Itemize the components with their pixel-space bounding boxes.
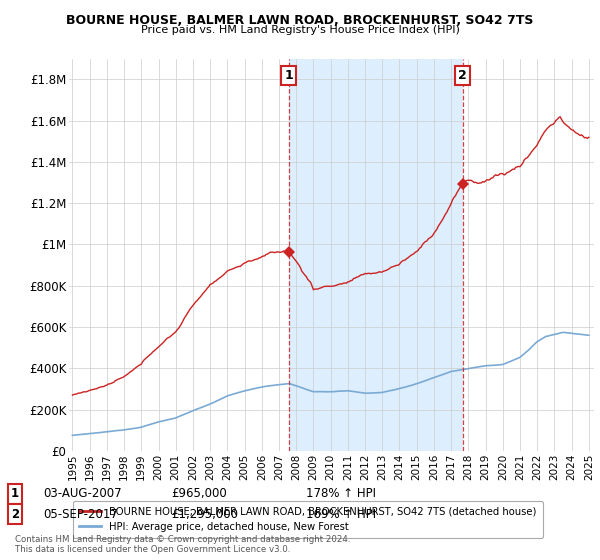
Text: BOURNE HOUSE, BALMER LAWN ROAD, BROCKENHURST, SO42 7TS: BOURNE HOUSE, BALMER LAWN ROAD, BROCKENH… <box>67 14 533 27</box>
Text: Contains HM Land Registry data © Crown copyright and database right 2024.
This d: Contains HM Land Registry data © Crown c… <box>15 535 350 554</box>
Text: 2: 2 <box>458 69 467 82</box>
Text: 03-AUG-2007: 03-AUG-2007 <box>43 487 122 501</box>
Bar <box>289 59 463 451</box>
Text: Price paid vs. HM Land Registry's House Price Index (HPI): Price paid vs. HM Land Registry's House … <box>140 25 460 35</box>
Text: 169% ↑ HPI: 169% ↑ HPI <box>306 507 376 521</box>
Text: 178% ↑ HPI: 178% ↑ HPI <box>306 487 376 501</box>
Text: 1: 1 <box>284 69 293 82</box>
Text: 1: 1 <box>11 487 19 501</box>
Legend: BOURNE HOUSE, BALMER LAWN ROAD, BROCKENHURST, SO42 7TS (detached house), HPI: Av: BOURNE HOUSE, BALMER LAWN ROAD, BROCKENH… <box>73 501 543 538</box>
Text: £1,295,000: £1,295,000 <box>171 507 238 521</box>
Text: £965,000: £965,000 <box>171 487 227 501</box>
Text: 2: 2 <box>11 507 19 521</box>
Text: 05-SEP-2017: 05-SEP-2017 <box>43 507 118 521</box>
